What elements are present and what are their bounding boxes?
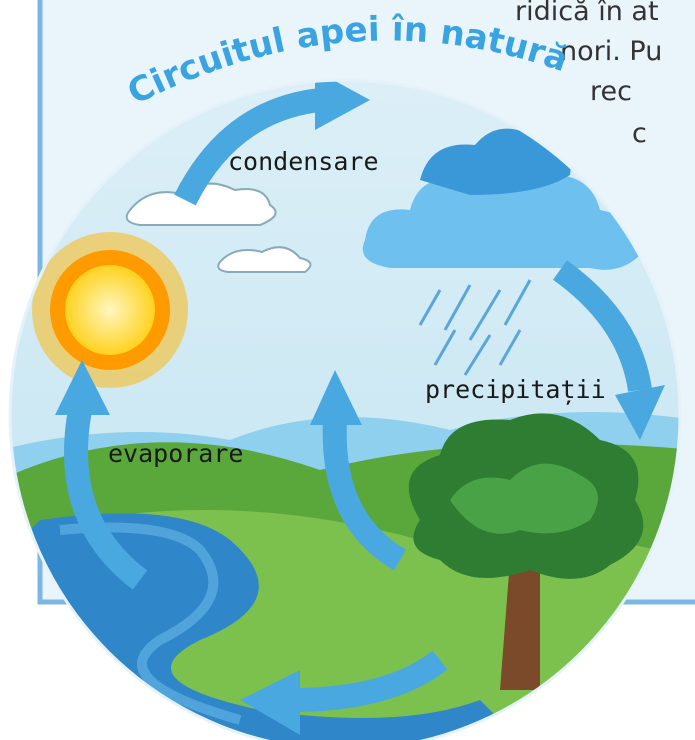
water-cycle-illustration: ridică în at nori. Pu rec c xyxy=(0,0,695,740)
page: ridică în at nori. Pu rec c xyxy=(0,0,695,740)
background-text: nori. Pu xyxy=(560,36,662,67)
background-text: rec xyxy=(590,76,632,107)
label-precipitation: precipitații xyxy=(425,375,606,405)
sun xyxy=(32,232,188,388)
label-condensation: condensare xyxy=(228,147,379,176)
background-text: ridică în at xyxy=(515,0,659,27)
background-text: c xyxy=(632,118,647,149)
label-evaporation: evaporare xyxy=(108,439,243,468)
